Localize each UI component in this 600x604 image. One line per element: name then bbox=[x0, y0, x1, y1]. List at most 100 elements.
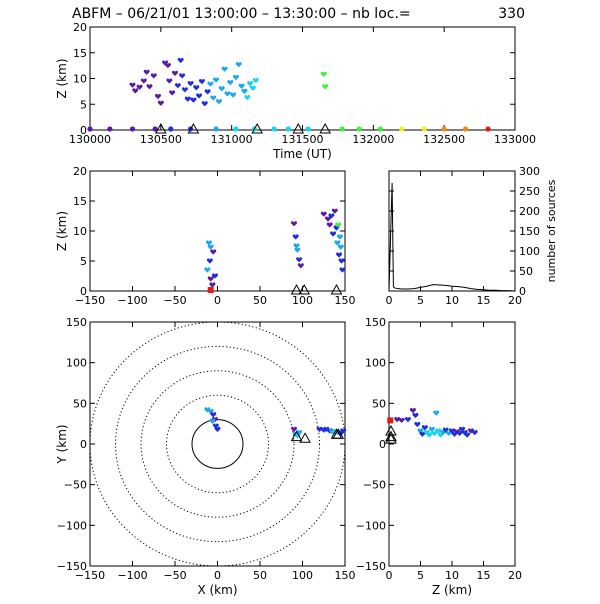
time-height-xlabel: Time (UT) bbox=[272, 147, 332, 161]
x-height-point bbox=[204, 267, 211, 273]
x-height-ylabel: Z (km) bbox=[55, 211, 69, 251]
x-height-ytick-label: 15 bbox=[73, 195, 87, 208]
z-y-view-xtick-label: 0 bbox=[386, 569, 393, 582]
time-height-station-triangle bbox=[187, 122, 200, 134]
plan-view-point bbox=[209, 418, 216, 424]
time-height-ground-point bbox=[107, 126, 113, 132]
time-height-ground-point bbox=[271, 126, 277, 132]
source-histogram-ytick-label: 150 bbox=[519, 225, 540, 238]
z-y-view-point bbox=[431, 430, 438, 437]
time-height-point bbox=[224, 91, 231, 97]
z-y-view-point bbox=[461, 429, 468, 436]
plan-view-point bbox=[296, 429, 303, 436]
x-height-point bbox=[326, 222, 333, 228]
x-height-point bbox=[211, 273, 218, 279]
plan-view-xtick-label: 100 bbox=[292, 569, 313, 582]
plan-view-point bbox=[340, 428, 347, 434]
x-height-station-triangle bbox=[330, 283, 343, 295]
time-height-point bbox=[193, 85, 200, 91]
time-height-point bbox=[235, 61, 242, 68]
time-height-ground-point bbox=[339, 126, 345, 132]
time-height-point bbox=[136, 84, 143, 90]
z-y-view-xtick-label: 10 bbox=[445, 569, 459, 582]
z-y-view-point bbox=[471, 429, 478, 436]
time-height-point bbox=[164, 63, 171, 69]
plan-view-ytick-label: −100 bbox=[57, 519, 87, 532]
source-histogram-ylabel: number of sources bbox=[545, 179, 558, 282]
time-height-ground-point bbox=[152, 126, 158, 132]
z-y-view-point bbox=[412, 412, 419, 419]
x-height-xtick-label: 150 bbox=[335, 294, 356, 307]
time-height-point bbox=[247, 81, 254, 87]
time-height-ground-point bbox=[485, 126, 491, 132]
time-height-point bbox=[201, 101, 208, 107]
time-height-point bbox=[320, 71, 327, 77]
z-y-view-point bbox=[449, 428, 455, 434]
time-height-xtick-label: 132000 bbox=[352, 133, 394, 146]
source-histogram-frame bbox=[388, 170, 516, 292]
time-height-point bbox=[238, 83, 245, 89]
z-y-view-ytick-label: −100 bbox=[356, 519, 386, 532]
time-height-point bbox=[249, 85, 256, 91]
plan-view-ytick-label: 150 bbox=[66, 316, 87, 329]
time-height-point bbox=[169, 90, 176, 96]
source-histogram-xtick-label: 5 bbox=[417, 294, 424, 307]
time-height-point bbox=[244, 94, 251, 101]
source-histogram-ytick-label: 0 bbox=[519, 285, 526, 298]
plan-view-xlabel: X (km) bbox=[197, 583, 237, 597]
x-height-xtick-label: 0 bbox=[214, 294, 221, 307]
z-y-view-ytick-label: 50 bbox=[372, 397, 386, 410]
plan-view-xtick-label: 50 bbox=[253, 569, 267, 582]
x-height-station-triangle bbox=[298, 283, 311, 295]
time-height-point bbox=[187, 81, 194, 87]
time-height-point bbox=[198, 78, 205, 85]
time-height-ground-point bbox=[305, 126, 311, 132]
time-height-point bbox=[132, 88, 139, 94]
time-height-xtick-label: 131000 bbox=[211, 133, 253, 146]
x-height-xtick-label: −150 bbox=[75, 294, 105, 307]
x-height-point bbox=[207, 276, 214, 282]
time-height-ytick-label: 20 bbox=[73, 21, 87, 34]
x-height-ground-point bbox=[207, 287, 214, 293]
plan-view-range-ring bbox=[166, 394, 269, 494]
time-height-point bbox=[179, 73, 186, 79]
x-height-ytick-label: 20 bbox=[73, 165, 87, 178]
source-histogram-ytick-label: 250 bbox=[519, 185, 540, 198]
time-height-ground-point bbox=[285, 126, 291, 132]
time-height-xtick-label: 132500 bbox=[423, 133, 465, 146]
time-height-station-triangle bbox=[319, 122, 332, 134]
time-height-ground-point bbox=[213, 126, 219, 132]
z-y-view-xtick-label: 20 bbox=[508, 569, 522, 582]
x-height-point bbox=[210, 249, 217, 255]
z-y-view-xtick-label: 5 bbox=[417, 569, 424, 582]
time-height-ytick-label: 15 bbox=[73, 47, 87, 60]
time-height-point bbox=[140, 78, 147, 84]
time-height-xtick-label: 131500 bbox=[282, 133, 324, 146]
figure-title-prefix: ABFM – 06/21/01 13:00:00 – 13:30:00 – nb… bbox=[72, 6, 411, 22]
z-y-view-point bbox=[409, 408, 416, 414]
plan-view-ytick-label: −150 bbox=[57, 560, 87, 573]
x-height-xtick-label: 50 bbox=[253, 294, 267, 307]
time-height-ground-point bbox=[168, 126, 174, 132]
x-height-point bbox=[328, 213, 335, 219]
time-height-point bbox=[213, 77, 220, 83]
z-y-view-point bbox=[414, 421, 421, 428]
x-height-xtick-label: 100 bbox=[292, 294, 313, 307]
x-height-point bbox=[294, 247, 301, 253]
z-y-view-ytick-label: 100 bbox=[365, 357, 386, 370]
x-height-point bbox=[336, 234, 343, 240]
source-histogram-ytick-label: 100 bbox=[519, 245, 540, 258]
plan-view-point bbox=[210, 412, 217, 418]
source-histogram-xtick-label: 15 bbox=[477, 294, 491, 307]
time-height-point bbox=[190, 97, 197, 103]
source-histogram-ytick-label: 200 bbox=[519, 205, 540, 218]
plan-view-ytick-label: 0 bbox=[80, 438, 87, 451]
x-height-point bbox=[335, 222, 342, 228]
plan-view-range-ring bbox=[140, 370, 295, 518]
source-histogram-xtick-label: 20 bbox=[508, 294, 522, 307]
figure-title-count: 330 bbox=[498, 6, 525, 22]
time-height-ground-point bbox=[399, 126, 405, 132]
x-height-point bbox=[320, 211, 327, 217]
plan-view-xtick-label: −150 bbox=[75, 569, 105, 582]
